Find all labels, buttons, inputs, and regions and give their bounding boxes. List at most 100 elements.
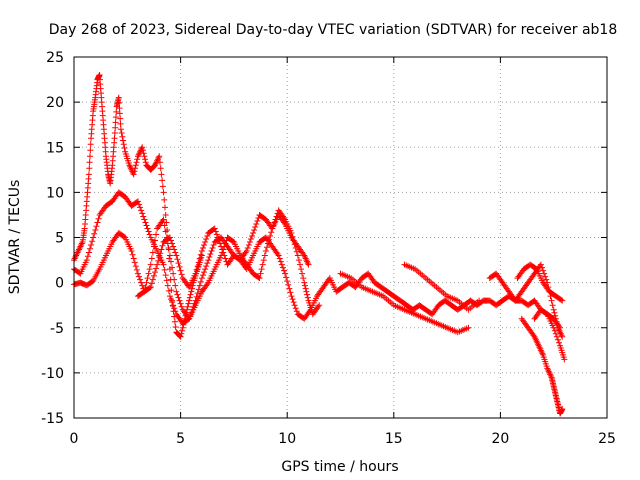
data-point (559, 333, 566, 340)
data-point (120, 137, 127, 144)
data-point (178, 330, 185, 337)
data-point (558, 296, 565, 303)
data-point (169, 264, 176, 271)
data-point (94, 219, 101, 226)
data-point (261, 252, 268, 259)
data-point (553, 333, 560, 340)
data-point (146, 266, 153, 273)
data-point (152, 269, 159, 276)
data-point (244, 245, 251, 252)
data-point (149, 249, 156, 256)
data-point (301, 282, 308, 289)
series-track-e (337, 270, 472, 336)
data-point (160, 261, 167, 268)
data-point (213, 231, 220, 238)
data-point (162, 272, 169, 279)
data-point (208, 248, 215, 255)
data-point (289, 296, 296, 303)
data-point (159, 183, 166, 190)
data-point (256, 275, 263, 282)
data-point (132, 162, 139, 169)
data-point (150, 243, 157, 250)
series-track-f (401, 261, 483, 313)
data-point (112, 119, 119, 126)
data-point (91, 230, 98, 237)
data-point (202, 239, 209, 246)
data-point (88, 242, 95, 249)
data-point (161, 266, 168, 273)
data-point (143, 222, 150, 229)
x-tick-label: 5 (176, 431, 185, 447)
y-tick-label: 15 (46, 140, 64, 156)
data-point (165, 287, 172, 294)
data-point (171, 305, 178, 312)
data-point (198, 275, 205, 282)
chart-title: Day 268 of 2023, Sidereal Day-to-day VTE… (49, 22, 618, 38)
data-point (142, 219, 149, 226)
data-point (133, 159, 140, 166)
data-point (161, 222, 168, 229)
data-point (117, 120, 124, 127)
y-tick-label: 20 (46, 95, 64, 111)
data-point (156, 254, 163, 261)
data-point (291, 241, 298, 248)
y-tick-label: -10 (41, 366, 64, 382)
y-tick-label: 0 (55, 276, 64, 292)
data-point (157, 250, 164, 257)
data-point (155, 257, 162, 264)
data-point (172, 282, 179, 289)
data-points (71, 72, 568, 417)
data-point (86, 165, 93, 172)
data-point (85, 249, 92, 256)
data-point (159, 242, 166, 249)
data-point (552, 312, 559, 319)
data-point (540, 267, 547, 274)
data-point (465, 324, 472, 331)
data-point (194, 290, 201, 297)
data-point (150, 272, 157, 279)
data-point (196, 282, 203, 289)
data-point (93, 223, 100, 230)
data-point (217, 240, 224, 247)
data-point (86, 245, 93, 252)
data-point (288, 293, 295, 300)
data-point (552, 330, 559, 337)
data-point (140, 289, 147, 296)
data-point (221, 243, 228, 250)
data-point (138, 207, 145, 214)
data-point (134, 156, 141, 163)
data-point (177, 333, 184, 340)
data-point (172, 308, 179, 315)
data-point (142, 156, 149, 163)
data-point (143, 279, 150, 286)
plot-frame (73, 56, 608, 419)
data-point (132, 165, 139, 172)
data-point (268, 229, 275, 236)
data-point (177, 267, 184, 274)
data-point (222, 240, 229, 247)
data-point (554, 321, 561, 328)
data-point (175, 294, 182, 301)
data-point (86, 159, 93, 166)
data-point (292, 305, 299, 312)
data-point (220, 246, 227, 253)
data-point (141, 288, 148, 295)
data-point (115, 94, 122, 101)
data-point (302, 285, 309, 292)
data-point (279, 264, 286, 271)
data-point (290, 237, 297, 244)
data-point (162, 211, 169, 218)
data-point (551, 309, 558, 316)
data-point (170, 302, 177, 309)
data-point (284, 278, 291, 285)
data-point (543, 276, 550, 283)
data-point (177, 300, 184, 307)
data-point (211, 225, 218, 232)
data-point (117, 115, 124, 122)
data-point (139, 147, 146, 154)
data-point (259, 261, 266, 268)
data-point (152, 237, 159, 244)
data-point (199, 272, 206, 279)
data-point (113, 108, 120, 115)
data-point (168, 296, 175, 303)
